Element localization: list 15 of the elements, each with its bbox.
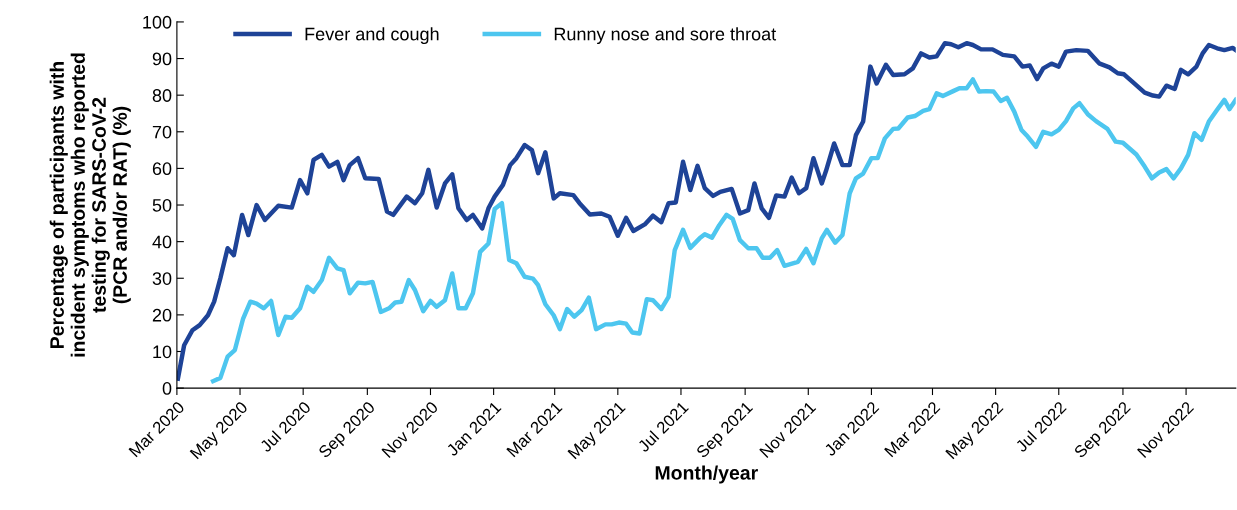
x-axis-title: Month/year (655, 465, 758, 484)
y-tick-label: 10 (153, 345, 172, 359)
y-tick-label: 90 (152, 52, 172, 66)
y-tick-label: 70 (152, 125, 172, 139)
y-tick-label: 40 (152, 235, 172, 249)
y-tick-label: 20 (152, 308, 172, 322)
y-tick-label: 30 (152, 272, 172, 285)
legend-label: Fever and cough (305, 27, 439, 45)
y-tick-label: 100 (143, 15, 172, 29)
y-tick-label: 0 (162, 382, 172, 395)
y-tick-label: 50 (152, 198, 172, 212)
y-tick-label: 60 (152, 162, 172, 176)
legend-label: Runny nose and sore throat (554, 27, 777, 45)
y-axis-title: Percentage of participants with incident symptoms who reported testing for SARS-CoV-2 (PCR and/or RAT) (%) (49, 53, 131, 357)
y-tick-label: 80 (152, 89, 172, 102)
